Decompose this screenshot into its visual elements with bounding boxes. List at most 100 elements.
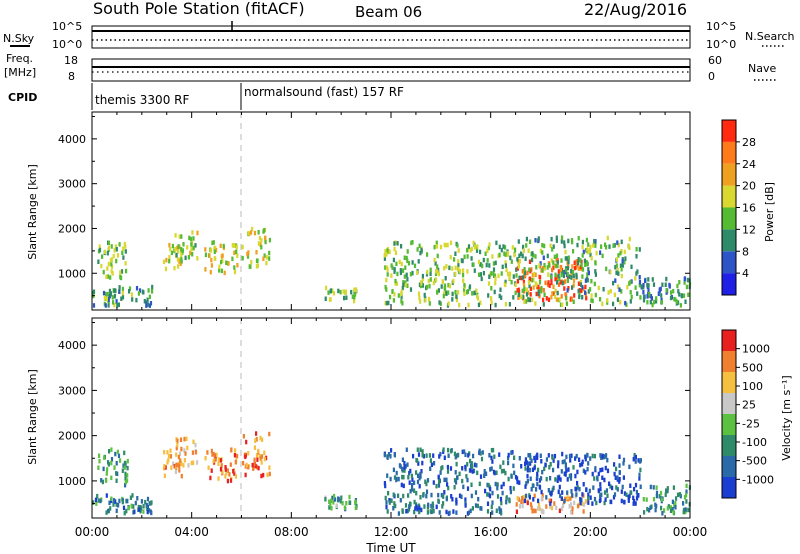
data-cell <box>634 459 637 464</box>
power-ylabel: Slant Range [km] <box>26 164 39 260</box>
data-cell <box>571 285 574 290</box>
data-cell <box>454 271 457 277</box>
data-cell <box>387 452 391 457</box>
data-cell <box>618 479 621 484</box>
data-cell <box>558 297 561 302</box>
data-cell <box>685 493 688 498</box>
data-cell <box>445 264 448 269</box>
data-cell <box>448 265 451 271</box>
data-cell <box>599 453 602 458</box>
data-cell <box>540 289 543 294</box>
data-cell <box>467 302 470 308</box>
data-cell <box>672 510 675 515</box>
data-cell <box>650 296 653 301</box>
data-cell <box>655 493 658 499</box>
data-cell <box>557 273 560 279</box>
data-cell <box>407 261 411 266</box>
data-cell <box>542 255 545 260</box>
data-cell <box>558 508 561 513</box>
data-cell <box>581 462 584 467</box>
x-tick-label: 00:00 <box>673 525 708 539</box>
data-cell <box>464 452 467 457</box>
data-cell <box>399 268 402 273</box>
data-cell <box>587 496 590 501</box>
data-cell <box>268 431 271 437</box>
data-cell <box>528 276 532 281</box>
data-cell <box>178 234 181 239</box>
nsky-label: N.Sky <box>3 32 35 45</box>
x-axis-label: Time UT <box>365 541 416 554</box>
data-cell <box>582 482 585 487</box>
data-cell <box>188 235 191 241</box>
data-cell <box>429 267 432 273</box>
data-cell <box>582 509 585 514</box>
data-cell <box>545 504 548 509</box>
data-cell <box>247 465 250 470</box>
data-cell <box>187 463 190 468</box>
data-cell <box>619 250 622 256</box>
data-cell <box>128 289 131 294</box>
data-cell <box>231 256 234 262</box>
data-cell <box>102 269 105 275</box>
data-cell <box>595 500 598 506</box>
data-cell <box>262 472 265 478</box>
data-cell <box>196 256 199 261</box>
data-cell <box>453 485 456 490</box>
data-cell <box>180 256 183 262</box>
data-cell <box>190 242 193 247</box>
data-cell <box>421 460 424 466</box>
data-cell <box>255 453 259 458</box>
data-cell <box>100 478 103 483</box>
data-cell <box>594 466 597 471</box>
data-cell <box>169 247 172 252</box>
data-cell <box>458 471 461 477</box>
data-cell <box>527 453 530 458</box>
data-cell <box>457 266 460 272</box>
data-cell <box>136 496 139 501</box>
data-cell <box>665 288 668 293</box>
data-cell <box>670 290 673 295</box>
data-cell <box>590 255 593 261</box>
colorbar-segment <box>722 273 736 295</box>
data-cell <box>555 505 558 510</box>
data-cell <box>499 287 502 292</box>
colorbar-tick-label: -100 <box>742 436 767 449</box>
data-cell <box>506 271 510 277</box>
data-cell <box>426 269 429 275</box>
data-cell <box>683 280 686 285</box>
data-cell <box>584 454 587 459</box>
data-cell <box>548 283 551 288</box>
data-cell <box>384 284 387 290</box>
data-cell <box>415 504 418 510</box>
data-cell <box>593 496 597 502</box>
data-cell <box>390 263 393 268</box>
data-cell <box>435 240 438 246</box>
data-cell <box>121 499 124 505</box>
data-cell <box>384 495 387 501</box>
data-cell <box>686 277 689 283</box>
data-cell <box>606 468 610 474</box>
data-cell <box>217 476 220 481</box>
data-cell <box>97 498 100 503</box>
data-cell <box>426 510 429 515</box>
data-cell <box>164 266 168 272</box>
data-cell <box>126 478 129 483</box>
data-cell <box>523 286 526 292</box>
data-cell <box>383 452 386 458</box>
data-cell <box>263 228 266 233</box>
data-cell <box>383 481 386 486</box>
data-cell <box>500 484 503 490</box>
data-cell <box>421 283 424 288</box>
data-cell <box>478 481 481 487</box>
data-cell <box>532 285 535 290</box>
data-cell <box>103 455 106 460</box>
data-cell <box>565 497 568 502</box>
data-cell <box>411 477 414 482</box>
data-cell <box>149 501 152 506</box>
data-cell <box>676 492 680 498</box>
data-cell <box>354 499 357 504</box>
data-cell <box>397 511 400 516</box>
data-cell <box>413 263 417 269</box>
data-cell <box>566 288 569 293</box>
